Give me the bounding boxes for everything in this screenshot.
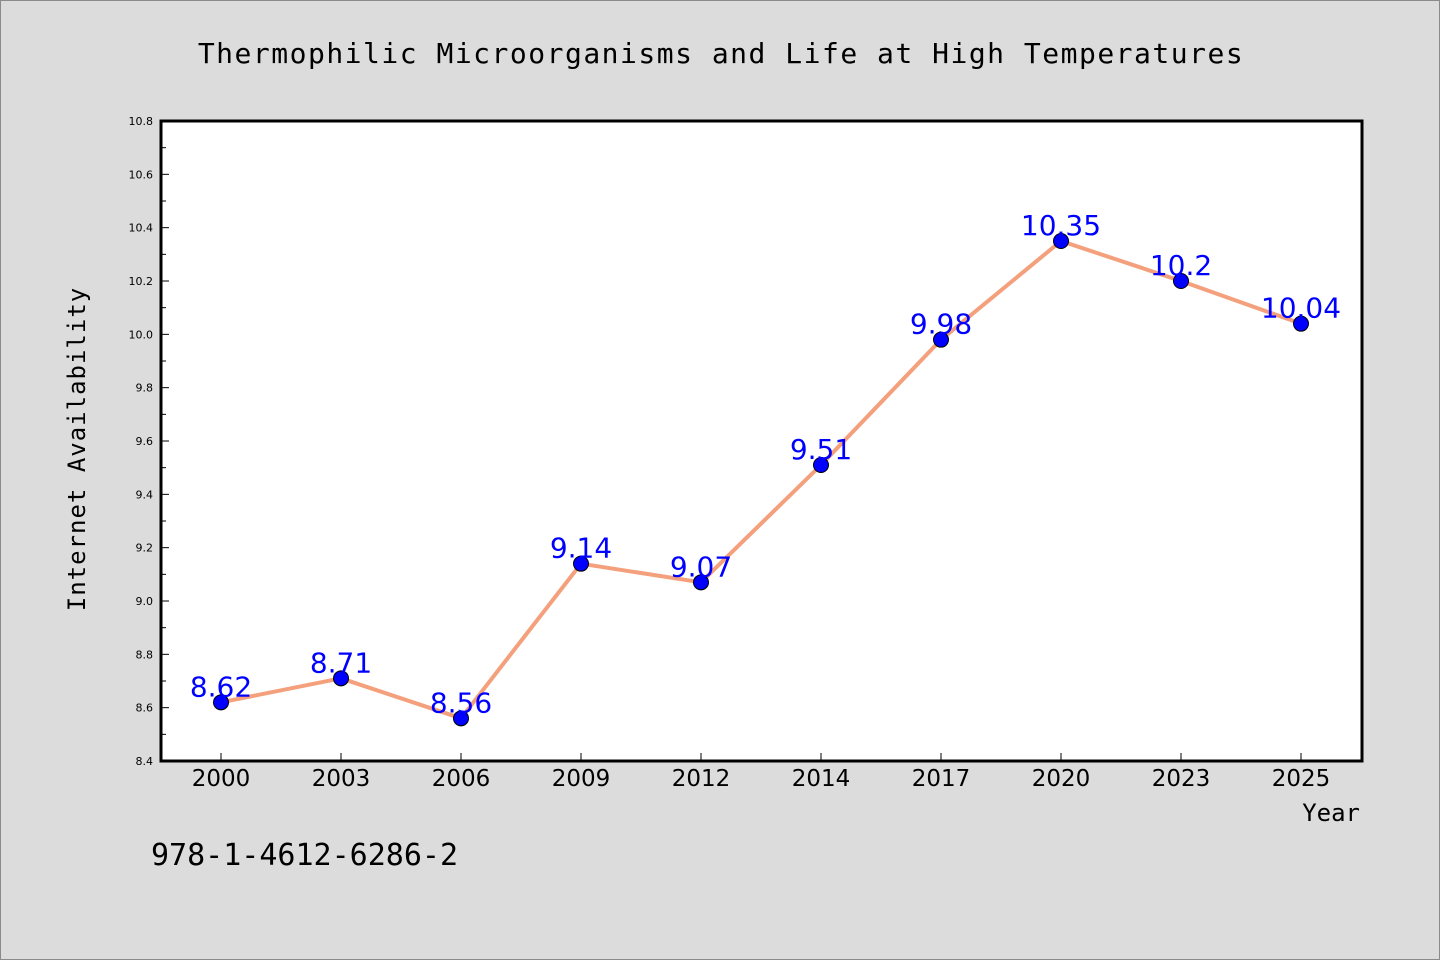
data-label: 8.71 [310,646,372,679]
y-tick-label: 10.8 [129,115,154,128]
chart-title: Thermophilic Microorganisms and Life at … [198,37,1244,70]
data-label: 9.07 [670,550,732,583]
y-tick-label: 9.8 [136,382,154,395]
data-point [1293,315,1309,332]
data-point [813,457,829,473]
y-tick-label: 8.6 [136,702,154,715]
y-tick-label: 9.6 [136,435,154,448]
x-tick-label: 2023 [1152,766,1211,792]
y-tick-label: 9.4 [136,488,154,501]
data-label: 10.35 [1021,209,1101,242]
data-label: 8.62 [190,670,252,703]
series-line [220,239,1302,721]
isbn-text: 978-1-4612-6286-2 [151,838,458,873]
x-tick-label: 2000 [192,766,251,792]
data-label: 8.56 [430,686,492,719]
data-label: 10.04 [1261,292,1341,325]
y-tick-label: 9.0 [136,595,154,608]
y-tick-label: 8.4 [136,755,154,768]
x-tick-label: 2012 [672,766,731,792]
data-point [1053,233,1069,249]
x-tick-label: 2020 [1032,766,1091,792]
y-tick-label: 8.8 [136,648,154,661]
x-tick-label: 2009 [552,766,611,792]
data-point [333,670,349,687]
data-point [693,574,709,591]
y-axis-ticks: 8.4 8.6 8.8 9.0 9.2 9.4 9.6 9.8 10.0 10.2 10.4 10.6… [129,115,169,768]
data-point [453,710,469,727]
x-tick-label: 2003 [312,766,371,792]
y-tick-label: 9.2 [136,542,154,555]
x-axis-ticks: 2000 2003 2006 2009 2012 2014 2017 2020 2023 2025 [192,753,1331,792]
y-tick-label: 10.2 [129,275,154,288]
series-layer: 8.62 8.71 8.56 9.14 9.07 9.51 9.98 10.35 10.2 10.… [190,209,1341,727]
data-point [933,331,949,348]
plot-area [159,119,1364,763]
x-tick-label: 2025 [1272,766,1331,792]
x-axis-label: Year [1302,799,1360,827]
data-label: 9.51 [790,433,852,466]
x-tick-label: 2014 [792,766,851,792]
y-axis-label: Internet Availability [63,287,91,611]
data-point [213,694,229,711]
data-point [1173,273,1189,289]
data-label: 9.14 [550,532,612,565]
y-tick-label: 10.6 [129,168,154,181]
data-point [573,555,589,572]
x-tick-label: 2017 [912,766,971,792]
x-tick-label: 2006 [432,766,491,792]
y-tick-label: 10.0 [129,328,154,341]
data-label: 9.98 [910,308,972,341]
y-tick-label: 10.4 [129,222,154,235]
data-label: 10.2 [1150,249,1212,282]
